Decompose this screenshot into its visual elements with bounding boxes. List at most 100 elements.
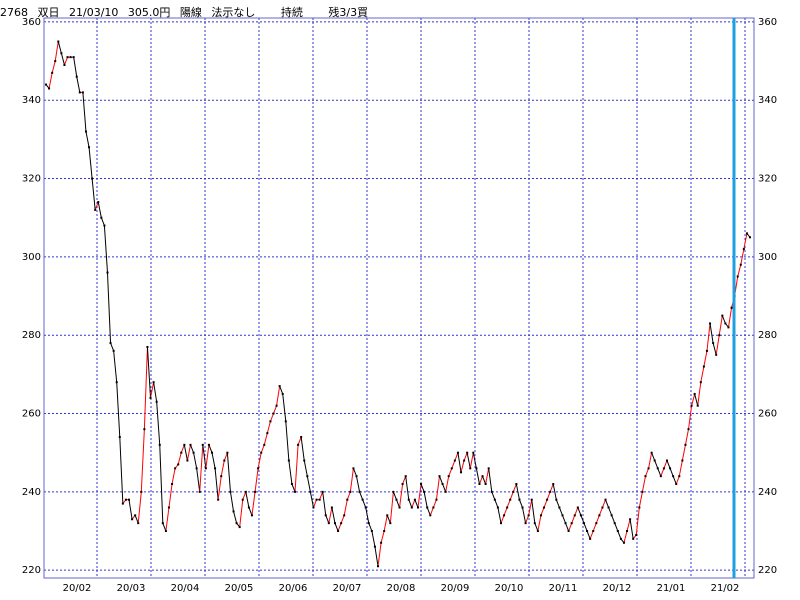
data-point	[690, 404, 693, 407]
data-point	[297, 443, 300, 446]
series-segment	[432, 499, 437, 508]
data-point	[579, 514, 582, 517]
series-segment	[134, 515, 139, 524]
series-segment	[420, 483, 425, 493]
series-segment	[306, 476, 311, 492]
series-segment	[405, 476, 410, 500]
series-segment	[546, 491, 551, 500]
series-segment	[82, 92, 87, 132]
data-point	[152, 381, 155, 384]
data-point	[456, 451, 459, 454]
data-point	[413, 498, 416, 501]
data-point	[453, 459, 456, 462]
series-segment	[617, 530, 622, 540]
series-segment	[571, 515, 576, 524]
series-segment	[694, 393, 699, 406]
data-point	[247, 506, 250, 509]
data-point	[616, 530, 619, 533]
candle-type: 陽線	[179, 6, 202, 19]
series-segment	[359, 491, 364, 500]
series-segment	[334, 522, 339, 532]
series-segment	[300, 436, 305, 461]
data-point	[429, 514, 432, 517]
data-point	[423, 490, 426, 493]
series-segment	[395, 499, 401, 508]
data-point	[66, 56, 69, 59]
data-point	[650, 451, 653, 454]
series-segment	[226, 452, 231, 492]
series-segment	[325, 515, 330, 524]
series-segment	[552, 483, 557, 500]
data-point	[294, 490, 297, 493]
series-segment	[297, 436, 302, 446]
data-point	[204, 467, 207, 470]
data-point	[349, 490, 352, 493]
data-point	[687, 428, 690, 431]
data-point	[238, 526, 241, 529]
data-point	[407, 498, 410, 501]
data-point	[189, 443, 192, 446]
gridlines	[44, 18, 754, 578]
series-segment	[276, 386, 281, 406]
data-point	[244, 490, 247, 493]
data-point	[158, 443, 161, 446]
data-point	[705, 349, 708, 352]
data-point	[383, 530, 386, 533]
series-segment	[73, 57, 78, 77]
data-point	[370, 530, 373, 533]
series-segment	[423, 491, 428, 508]
data-point	[69, 56, 72, 59]
data-point	[576, 506, 579, 509]
series-segment	[601, 499, 606, 508]
series-segment	[91, 178, 96, 210]
data-point	[586, 530, 589, 533]
series-segment	[506, 499, 511, 508]
data-point	[284, 420, 287, 423]
series-segment	[525, 515, 530, 524]
data-point	[573, 514, 576, 517]
data-point	[229, 490, 232, 493]
series-segment	[266, 421, 271, 434]
data-point	[613, 522, 616, 525]
x-tick-label: 20/11	[549, 583, 578, 594]
data-point	[364, 506, 367, 509]
series-segment	[457, 452, 462, 473]
series-segment	[337, 522, 342, 532]
data-point	[57, 40, 60, 43]
data-point	[48, 87, 51, 90]
series-segment	[349, 468, 354, 492]
series-segment	[389, 491, 394, 524]
series-segment	[589, 530, 594, 540]
series-segment	[63, 56, 68, 66]
series-segment	[518, 499, 523, 508]
data-point	[281, 392, 284, 395]
data-point	[355, 475, 358, 478]
series-segment	[721, 315, 726, 324]
series-segment	[660, 468, 665, 477]
series-segment	[592, 522, 597, 532]
data-point	[352, 467, 355, 470]
data-point	[333, 522, 336, 525]
data-point	[146, 345, 149, 348]
data-point	[386, 514, 389, 517]
data-point	[220, 475, 223, 478]
data-point	[463, 459, 466, 462]
series-segment	[555, 499, 560, 508]
series-segment	[583, 522, 588, 532]
series-segment	[534, 522, 539, 532]
data-point	[404, 475, 407, 478]
data-point	[496, 506, 499, 509]
data-point	[546, 498, 549, 501]
series-segment	[356, 476, 361, 492]
series-segment	[663, 460, 668, 469]
data-point	[481, 475, 484, 478]
data-point	[100, 216, 103, 219]
data-point	[555, 498, 558, 501]
series-segment	[165, 507, 170, 532]
position-remaining: 残3/3買	[328, 6, 369, 19]
series-segment	[94, 201, 99, 211]
series-segment	[352, 468, 357, 477]
data-point	[715, 353, 718, 356]
data-point	[659, 475, 662, 478]
series-segment	[737, 264, 742, 277]
